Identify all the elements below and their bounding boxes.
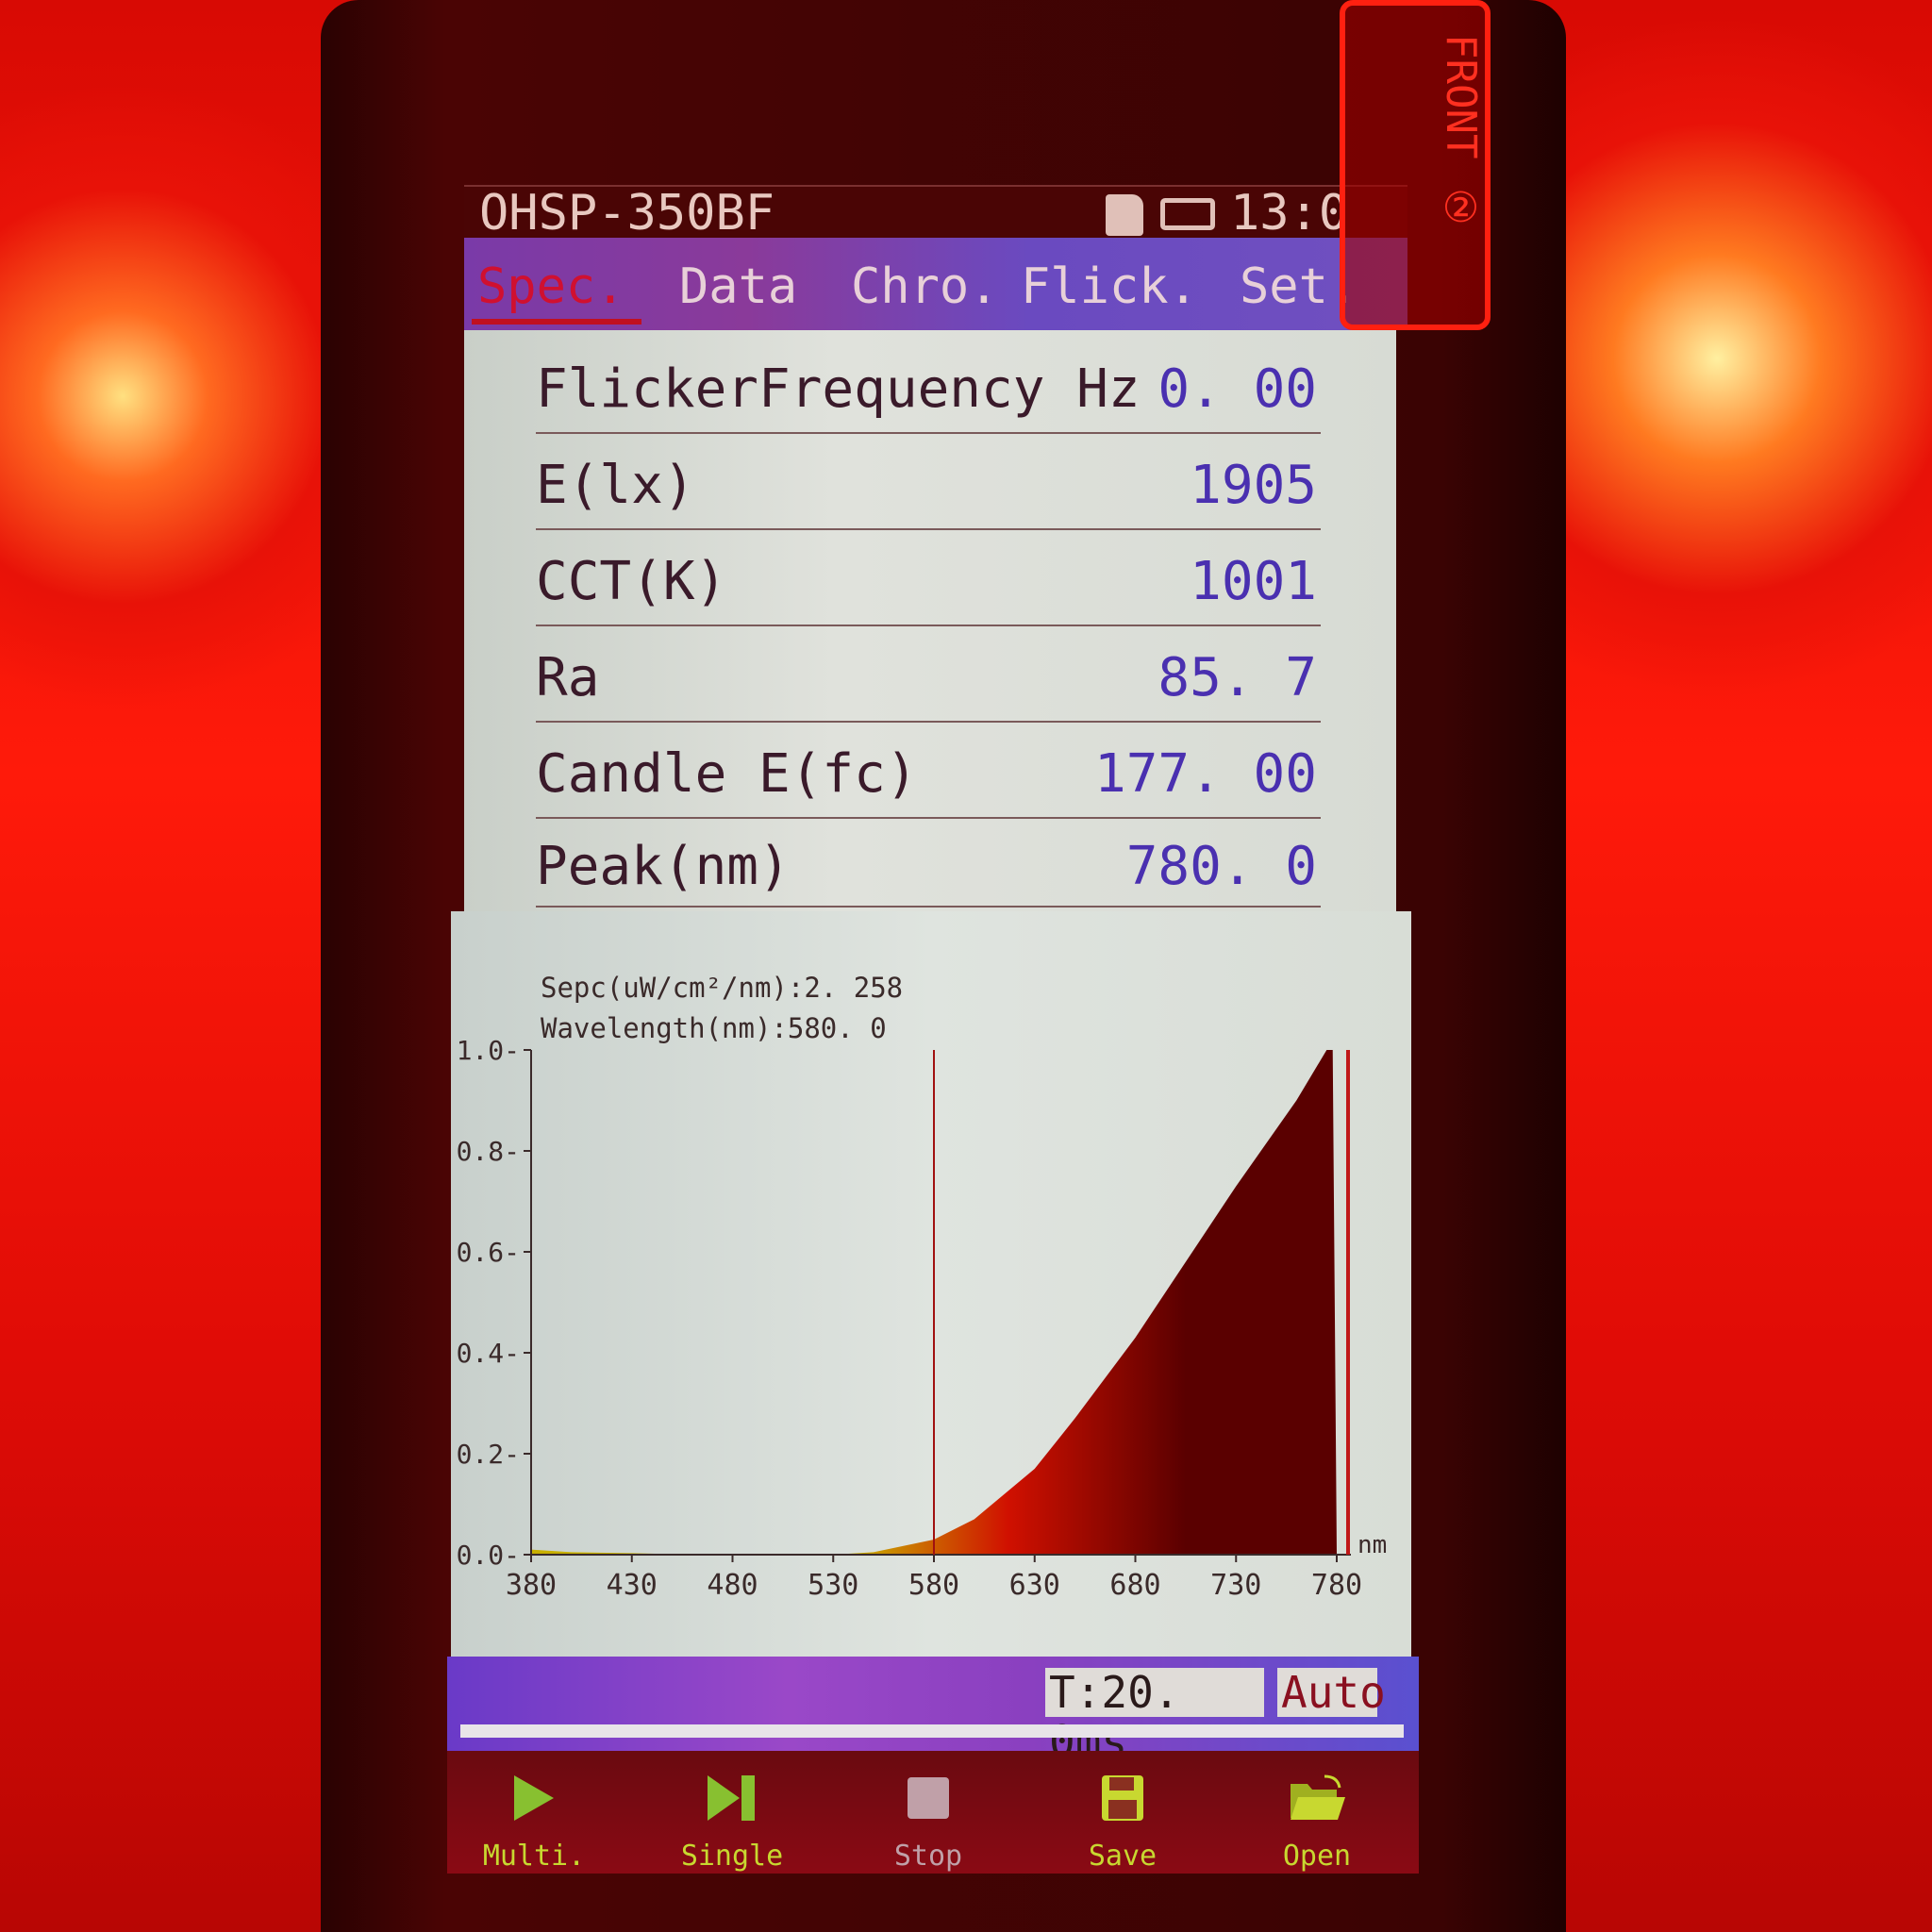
spectrum-area [531,1050,1337,1555]
x-tick-label: 430 [607,1569,658,1602]
tab-bar: Spec. Data Chro. Flick. Set. [464,238,1407,330]
x-tick-label: 680 [1109,1569,1160,1602]
x-tick-label: 630 [1009,1569,1060,1602]
stop-button[interactable]: Stop [862,1770,994,1873]
active-tab-indicator [472,319,641,325]
y-tick-label: 0.2- [457,1439,520,1470]
measurement-panel: FlickerFrequency Hz 0. 00 E(lx) 1905 CCT(K… [464,330,1396,915]
y-tick-label: 0.4- [457,1338,520,1369]
row-flicker-frequency: FlickerFrequency Hz 0. 00 [536,338,1321,434]
tab-flick[interactable]: Flick. [1021,258,1198,315]
tab-data[interactable]: Data [679,258,798,315]
readout-wavelength: Wavelength(nm):580. 0 [541,1012,887,1044]
step-icon [708,1775,755,1821]
x-tick-label: 380 [506,1569,557,1602]
row-ra: Ra 85. 7 [536,626,1321,723]
y-tick-label: 0.0- [457,1540,520,1571]
x-unit-label: nm [1357,1531,1387,1559]
progress-bar [460,1724,1404,1738]
tab-chro[interactable]: Chro. [851,258,999,315]
y-tick-label: 0.6- [457,1237,520,1268]
save-icon [1102,1775,1143,1821]
x-tick-label: 730 [1210,1569,1261,1602]
x-tick-label: 480 [707,1569,758,1602]
open-button[interactable]: Open [1251,1770,1383,1873]
y-tick-label: 1.0- [457,1035,520,1066]
play-icon [514,1775,554,1821]
front-sticker: FRONT ② [1340,0,1491,330]
tab-set[interactable]: Set. [1240,258,1358,315]
device-title: OHSP-350BF [479,185,775,242]
row-cct: CCT(K) 1001 [536,530,1321,626]
clock: 13:0 [1230,185,1349,242]
battery-icon [1160,198,1215,230]
bottom-toolbar: Multi. Single Stop Save Open [447,1751,1419,1874]
x-tick-label: 780 [1311,1569,1362,1602]
integration-time-field[interactable]: T:20. 0ms [1045,1668,1264,1766]
single-button[interactable]: Single [666,1770,798,1873]
readout-spec: Sepc(uW/cm²/nm):2. 258 [541,972,903,1004]
acquisition-bar: T:20. 0ms Auto [447,1657,1419,1766]
save-button[interactable]: Save [1057,1770,1189,1873]
x-tick-label: 580 [908,1569,959,1602]
row-illuminance: E(lx) 1905 [536,434,1321,530]
tab-spec[interactable]: Spec. [477,258,625,315]
sd-card-icon [1106,194,1143,236]
row-candle: Candle E(fc) 177. 00 [536,723,1321,819]
y-tick-label: 0.8- [457,1136,520,1167]
status-bar: OHSP-350BF 13:0 [464,185,1407,242]
x-tick-label: 530 [808,1569,858,1602]
mode-auto-button[interactable]: Auto [1277,1668,1386,1717]
multi-button[interactable]: Multi. [468,1770,600,1873]
row-peak: Peak(nm) 780. 0 [536,815,1321,908]
stop-icon [908,1777,949,1819]
folder-open-icon [1291,1774,1345,1820]
